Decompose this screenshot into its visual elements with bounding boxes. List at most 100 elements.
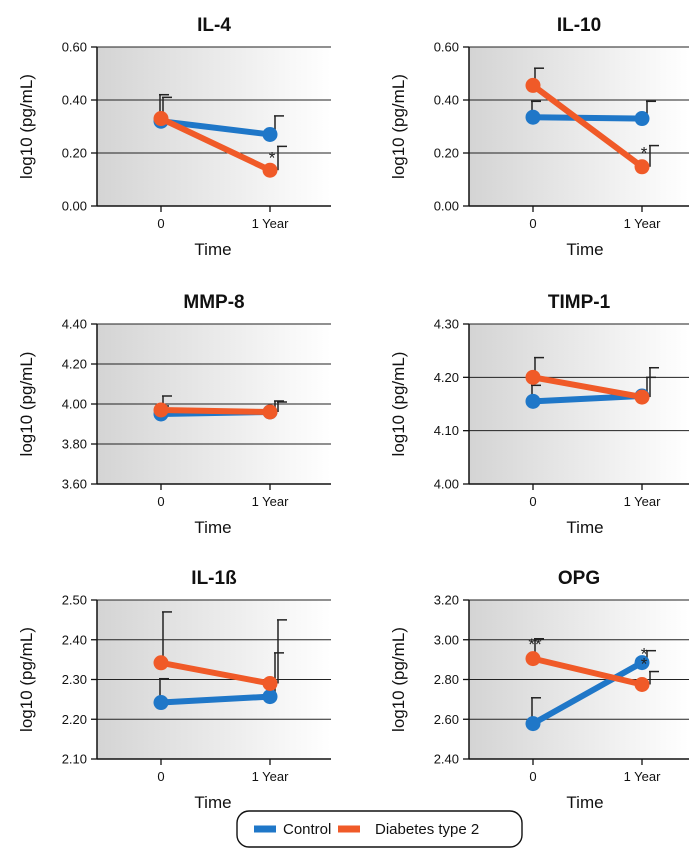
chart-title: IL-1ß: [191, 568, 237, 589]
legend-label-diabetes: Diabetes type 2: [375, 821, 479, 838]
y-tick-label: 2.60: [434, 712, 459, 727]
data-point-diabetes: [153, 402, 169, 418]
data-point-diabetes: [525, 651, 541, 667]
series-line-control: [530, 114, 645, 122]
data-point-control: [525, 109, 541, 125]
x-tick-label: 1 Year: [252, 769, 290, 784]
x-axis-label: Time: [566, 518, 603, 537]
significance-marker: *: [641, 645, 648, 664]
data-point-control: [262, 689, 278, 705]
y-tick-label: 3.60: [62, 477, 87, 492]
y-tick-label: 0.20: [434, 146, 459, 161]
y-tick-label: 2.50: [62, 593, 87, 608]
y-tick-label: 0.00: [62, 199, 87, 214]
y-axis-label: log10 (pg/mL): [17, 352, 36, 457]
series-line-control: [530, 393, 645, 405]
x-tick-label: 1 Year: [624, 494, 662, 509]
x-tick-label: 1 Year: [252, 494, 290, 509]
y-tick-label: 3.80: [62, 437, 87, 452]
significance-marker: *: [269, 149, 276, 168]
data-point-diabetes: [634, 159, 650, 175]
data-point-control: [634, 655, 650, 671]
chart-title: OPG: [558, 568, 600, 589]
x-tick-label: 0: [529, 494, 536, 509]
series-line-diabetes: [158, 659, 273, 687]
data-point-diabetes: [525, 369, 541, 385]
legend-label-control: Control: [283, 821, 331, 838]
x-tick-label: 1 Year: [624, 769, 662, 784]
y-tick-label: 2.40: [434, 752, 459, 767]
y-tick-label: 2.40: [62, 632, 87, 647]
chart-panel-6: OPG 2.40 2.60 2.80 3.00 3.20 0 1 Year Time log10 …: [389, 568, 689, 812]
data-point-diabetes: [525, 77, 541, 93]
x-tick-label: 0: [157, 494, 164, 509]
data-point-diabetes: [634, 389, 650, 405]
significance-marker: *: [641, 143, 648, 162]
significance-marker: *: [641, 655, 648, 674]
series-line-control: [158, 693, 273, 706]
data-point-control: [262, 126, 278, 142]
legend: Control Diabetes type 2: [236, 810, 523, 848]
series-line-diabetes: [158, 115, 273, 174]
x-tick-label: 1 Year: [624, 216, 662, 231]
x-tick-label: 1 Year: [252, 216, 290, 231]
legend-box: [236, 810, 523, 848]
y-tick-label: 3.20: [434, 593, 459, 608]
chart-panel-1: IL-4 0.00 0.20 0.40 0.60 0 1 Year Time log10 (pg…: [17, 15, 331, 259]
x-axis-label: Time: [194, 518, 231, 537]
x-tick-label: 0: [529, 216, 536, 231]
y-tick-label: 0.40: [434, 93, 459, 108]
y-tick-label: 4.10: [434, 423, 459, 438]
x-axis-label: Time: [566, 240, 603, 259]
chart-panel-2: IL-10 0.00 0.20 0.40 0.60 0 1 Year Time log10 (p…: [389, 15, 689, 259]
y-axis-label: log10 (pg/mL): [17, 627, 36, 732]
chart-title: IL-10: [557, 15, 601, 36]
series-line-diabetes: [530, 655, 645, 688]
series-line-diabetes: [530, 82, 645, 170]
chart-panel-4: TIMP-1 4.00 4.10 4.20 4.30 0 1 Year Time log10 (…: [389, 292, 689, 537]
y-tick-label: 4.40: [62, 317, 87, 332]
data-point-diabetes: [634, 676, 650, 692]
data-point-diabetes: [153, 111, 169, 127]
plot-background: [469, 324, 689, 484]
x-tick-label: 0: [157, 769, 164, 784]
y-tick-label: 3.00: [434, 632, 459, 647]
x-axis-label: Time: [194, 240, 231, 259]
y-tick-label: 2.10: [62, 752, 87, 767]
y-axis-label: log10 (pg/mL): [389, 352, 408, 457]
y-tick-label: 0.40: [62, 93, 87, 108]
significance-marker: **: [528, 635, 542, 654]
y-tick-label: 4.00: [62, 397, 87, 412]
y-axis-label: log10 (pg/mL): [389, 627, 408, 732]
series-line-diabetes: [530, 374, 645, 401]
data-point-control: [153, 695, 169, 711]
y-tick-label: 0.60: [434, 40, 459, 55]
data-point-control: [634, 111, 650, 127]
series-line-control: [530, 659, 645, 727]
data-point-diabetes: [153, 655, 169, 671]
y-axis-label: log10 (pg/mL): [389, 74, 408, 179]
x-tick-label: 0: [157, 216, 164, 231]
chart-title: TIMP-1: [548, 292, 611, 313]
y-tick-label: 4.30: [434, 317, 459, 332]
y-tick-label: 2.80: [434, 672, 459, 687]
series-line-diabetes: [158, 407, 273, 415]
y-tick-label: 4.20: [62, 357, 87, 372]
data-point-control: [525, 716, 541, 732]
chart-title: MMP-8: [183, 292, 244, 313]
chart-panel-5: IL-1ß 2.10 2.20 2.30 2.40 2.50 0 1 Year Time log1…: [17, 568, 331, 812]
data-point-control: [525, 393, 541, 409]
x-axis-label: Time: [566, 793, 603, 812]
y-tick-label: 0.00: [434, 199, 459, 214]
chart-title: IL-4: [197, 15, 231, 36]
plot-background: [469, 47, 689, 206]
data-point-diabetes: [262, 404, 278, 420]
y-tick-label: 2.20: [62, 712, 87, 727]
y-tick-label: 0.20: [62, 146, 87, 161]
data-point-diabetes: [262, 162, 278, 178]
chart-panel-3: MMP-8 3.60 3.80 4.00 4.20 4.40 0 1 Year Time log1…: [17, 292, 331, 537]
y-tick-label: 4.20: [434, 370, 459, 385]
x-tick-label: 0: [529, 769, 536, 784]
y-tick-label: 2.30: [62, 672, 87, 687]
